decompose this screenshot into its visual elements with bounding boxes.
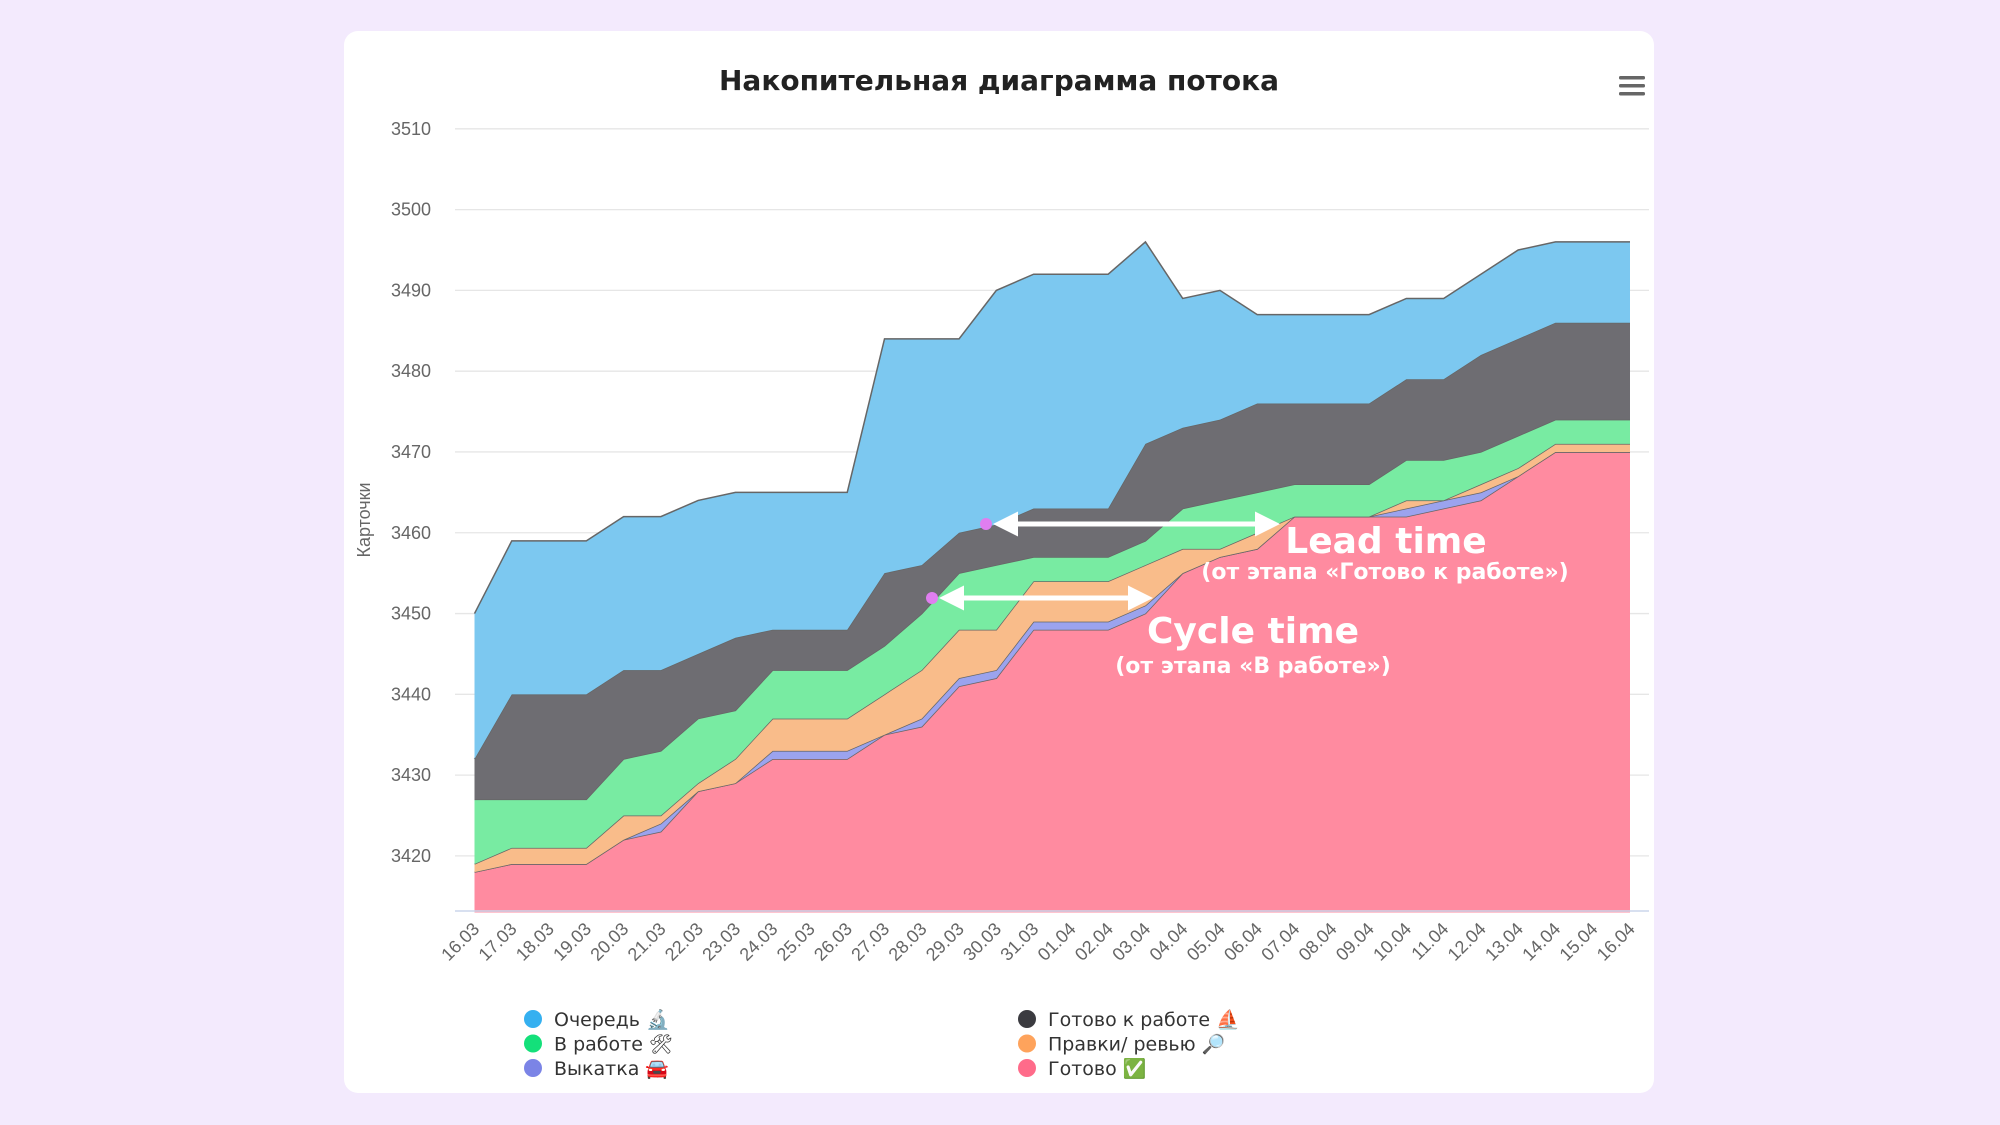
y-tick-labels: 3420 3430 3440 3450 3460 3470 3480 3490 3500 3510 — [391, 119, 431, 866]
lead-time-title: Lead time — [1285, 521, 1486, 562]
hamburger-menu-icon[interactable] — [1618, 74, 1646, 106]
legend-item[interactable]: Правки/ ревью 🔎 — [1018, 1032, 1226, 1056]
x-tick-label: 22.03 — [661, 919, 707, 965]
x-tick-label: 05.04 — [1183, 919, 1229, 965]
x-tick-label: 17.03 — [475, 919, 521, 965]
legend-marker — [1018, 1059, 1036, 1077]
legend-label: Готово к работе ⛵ — [1048, 1008, 1240, 1031]
x-tick-label: 08.04 — [1295, 919, 1341, 965]
x-tick-label: 28.03 — [885, 919, 931, 965]
x-tick-label: 10.04 — [1369, 919, 1415, 965]
x-tick-labels: 16.0317.0318.0319.0320.0321.0322.0323.03… — [437, 919, 1638, 965]
legend: Очередь 🔬 В работе 🛠Выкатка 🚘 Готово к раб… — [524, 1008, 1240, 1080]
y-tick-label: 3440 — [391, 684, 431, 704]
legend-marker — [524, 1034, 542, 1053]
y-tick-label: 3480 — [391, 361, 431, 381]
y-axis-title: Карточки — [354, 482, 374, 557]
legend-item[interactable]: Очередь 🔬 — [524, 1008, 670, 1031]
legend-label: В работе 🛠 — [554, 1034, 673, 1056]
area-series-5 — [474, 241, 1630, 759]
x-tick-label: 11.04 — [1407, 919, 1452, 964]
x-tick-label: 03.04 — [1108, 919, 1154, 965]
chart-title: Накопительная диаграмма потока — [719, 64, 1279, 97]
y-tick-label: 3420 — [391, 846, 431, 866]
y-tick-label: 3510 — [391, 119, 431, 139]
area-series-0 — [474, 451, 1630, 913]
legend-item[interactable]: В работе 🛠 — [524, 1034, 673, 1056]
y-tick-label: 3470 — [391, 442, 431, 462]
x-tick-label: 18.03 — [512, 919, 558, 965]
legend-item[interactable]: Выкатка 🚘 — [524, 1058, 669, 1080]
legend-marker — [1018, 1034, 1036, 1053]
x-tick-label: 14.04 — [1518, 919, 1564, 965]
y-tick-label: 3460 — [391, 523, 431, 543]
x-tick-label: 01.04 — [1034, 919, 1080, 965]
x-tick-label: 16.04 — [1593, 919, 1639, 965]
x-tick-label: 23.03 — [698, 919, 744, 965]
x-tick-label: 20.03 — [586, 919, 632, 965]
x-tick-label: 09.04 — [1332, 919, 1378, 965]
x-tick-label: 04.04 — [1146, 919, 1192, 965]
x-tick-label: 06.04 — [1220, 919, 1266, 965]
line-series-5 — [473, 240, 1630, 614]
legend-label: Выкатка 🚘 — [554, 1058, 669, 1080]
lead-time-subtitle: (от этапа «Готово к работе») — [1201, 560, 1568, 585]
x-tick-label: 27.03 — [847, 919, 893, 965]
lead-time-marker — [980, 518, 992, 530]
x-tick-label: 19.03 — [549, 919, 595, 965]
x-tick-label: 07.04 — [1257, 919, 1303, 965]
legend-marker — [1018, 1010, 1036, 1028]
lead-time-annotation: Lead time (от этапа «Готово к работе») — [980, 511, 1569, 585]
x-tick-label: 24.03 — [736, 919, 782, 965]
area-series-4 — [474, 322, 1630, 800]
legend-label: Очередь 🔬 — [554, 1008, 670, 1031]
legend-marker — [524, 1010, 542, 1028]
x-tick-label: 26.03 — [810, 919, 856, 965]
y-tick-label: 3430 — [391, 765, 431, 785]
series-areas — [473, 240, 1630, 913]
y-tick-label: 3500 — [391, 200, 431, 220]
x-tick-label: 25.03 — [773, 919, 819, 965]
x-tick-label: 15.04 — [1556, 919, 1602, 965]
y-tick-label: 3490 — [391, 280, 431, 300]
cycle-time-annotation: Cycle time (от этапа «В работе») — [926, 585, 1391, 679]
x-tick-label: 13.04 — [1481, 919, 1527, 965]
legend-label: Готово ✅ — [1048, 1057, 1146, 1080]
cycle-time-marker — [926, 592, 938, 604]
legend-item[interactable]: Готово к работе ⛵ — [1018, 1008, 1240, 1031]
area-series-3 — [474, 419, 1630, 864]
legend-label: Правки/ ревью 🔎 — [1048, 1032, 1226, 1056]
x-tick-label: 12.04 — [1444, 919, 1490, 965]
y-tick-label: 3450 — [391, 604, 431, 624]
cycle-time-title: Cycle time — [1147, 611, 1359, 652]
cycle-time-subtitle: (от этапа «В работе») — [1115, 654, 1391, 679]
x-tick-label: 31.03 — [996, 919, 1042, 965]
x-tick-label: 02.04 — [1071, 919, 1117, 965]
x-tick-label: 16.03 — [437, 919, 483, 965]
x-tick-label: 29.03 — [922, 919, 968, 965]
legend-marker — [524, 1059, 542, 1077]
legend-item[interactable]: Готово ✅ — [1018, 1057, 1146, 1080]
x-tick-label: 21.03 — [624, 919, 670, 965]
x-tick-label: 30.03 — [959, 919, 1005, 965]
